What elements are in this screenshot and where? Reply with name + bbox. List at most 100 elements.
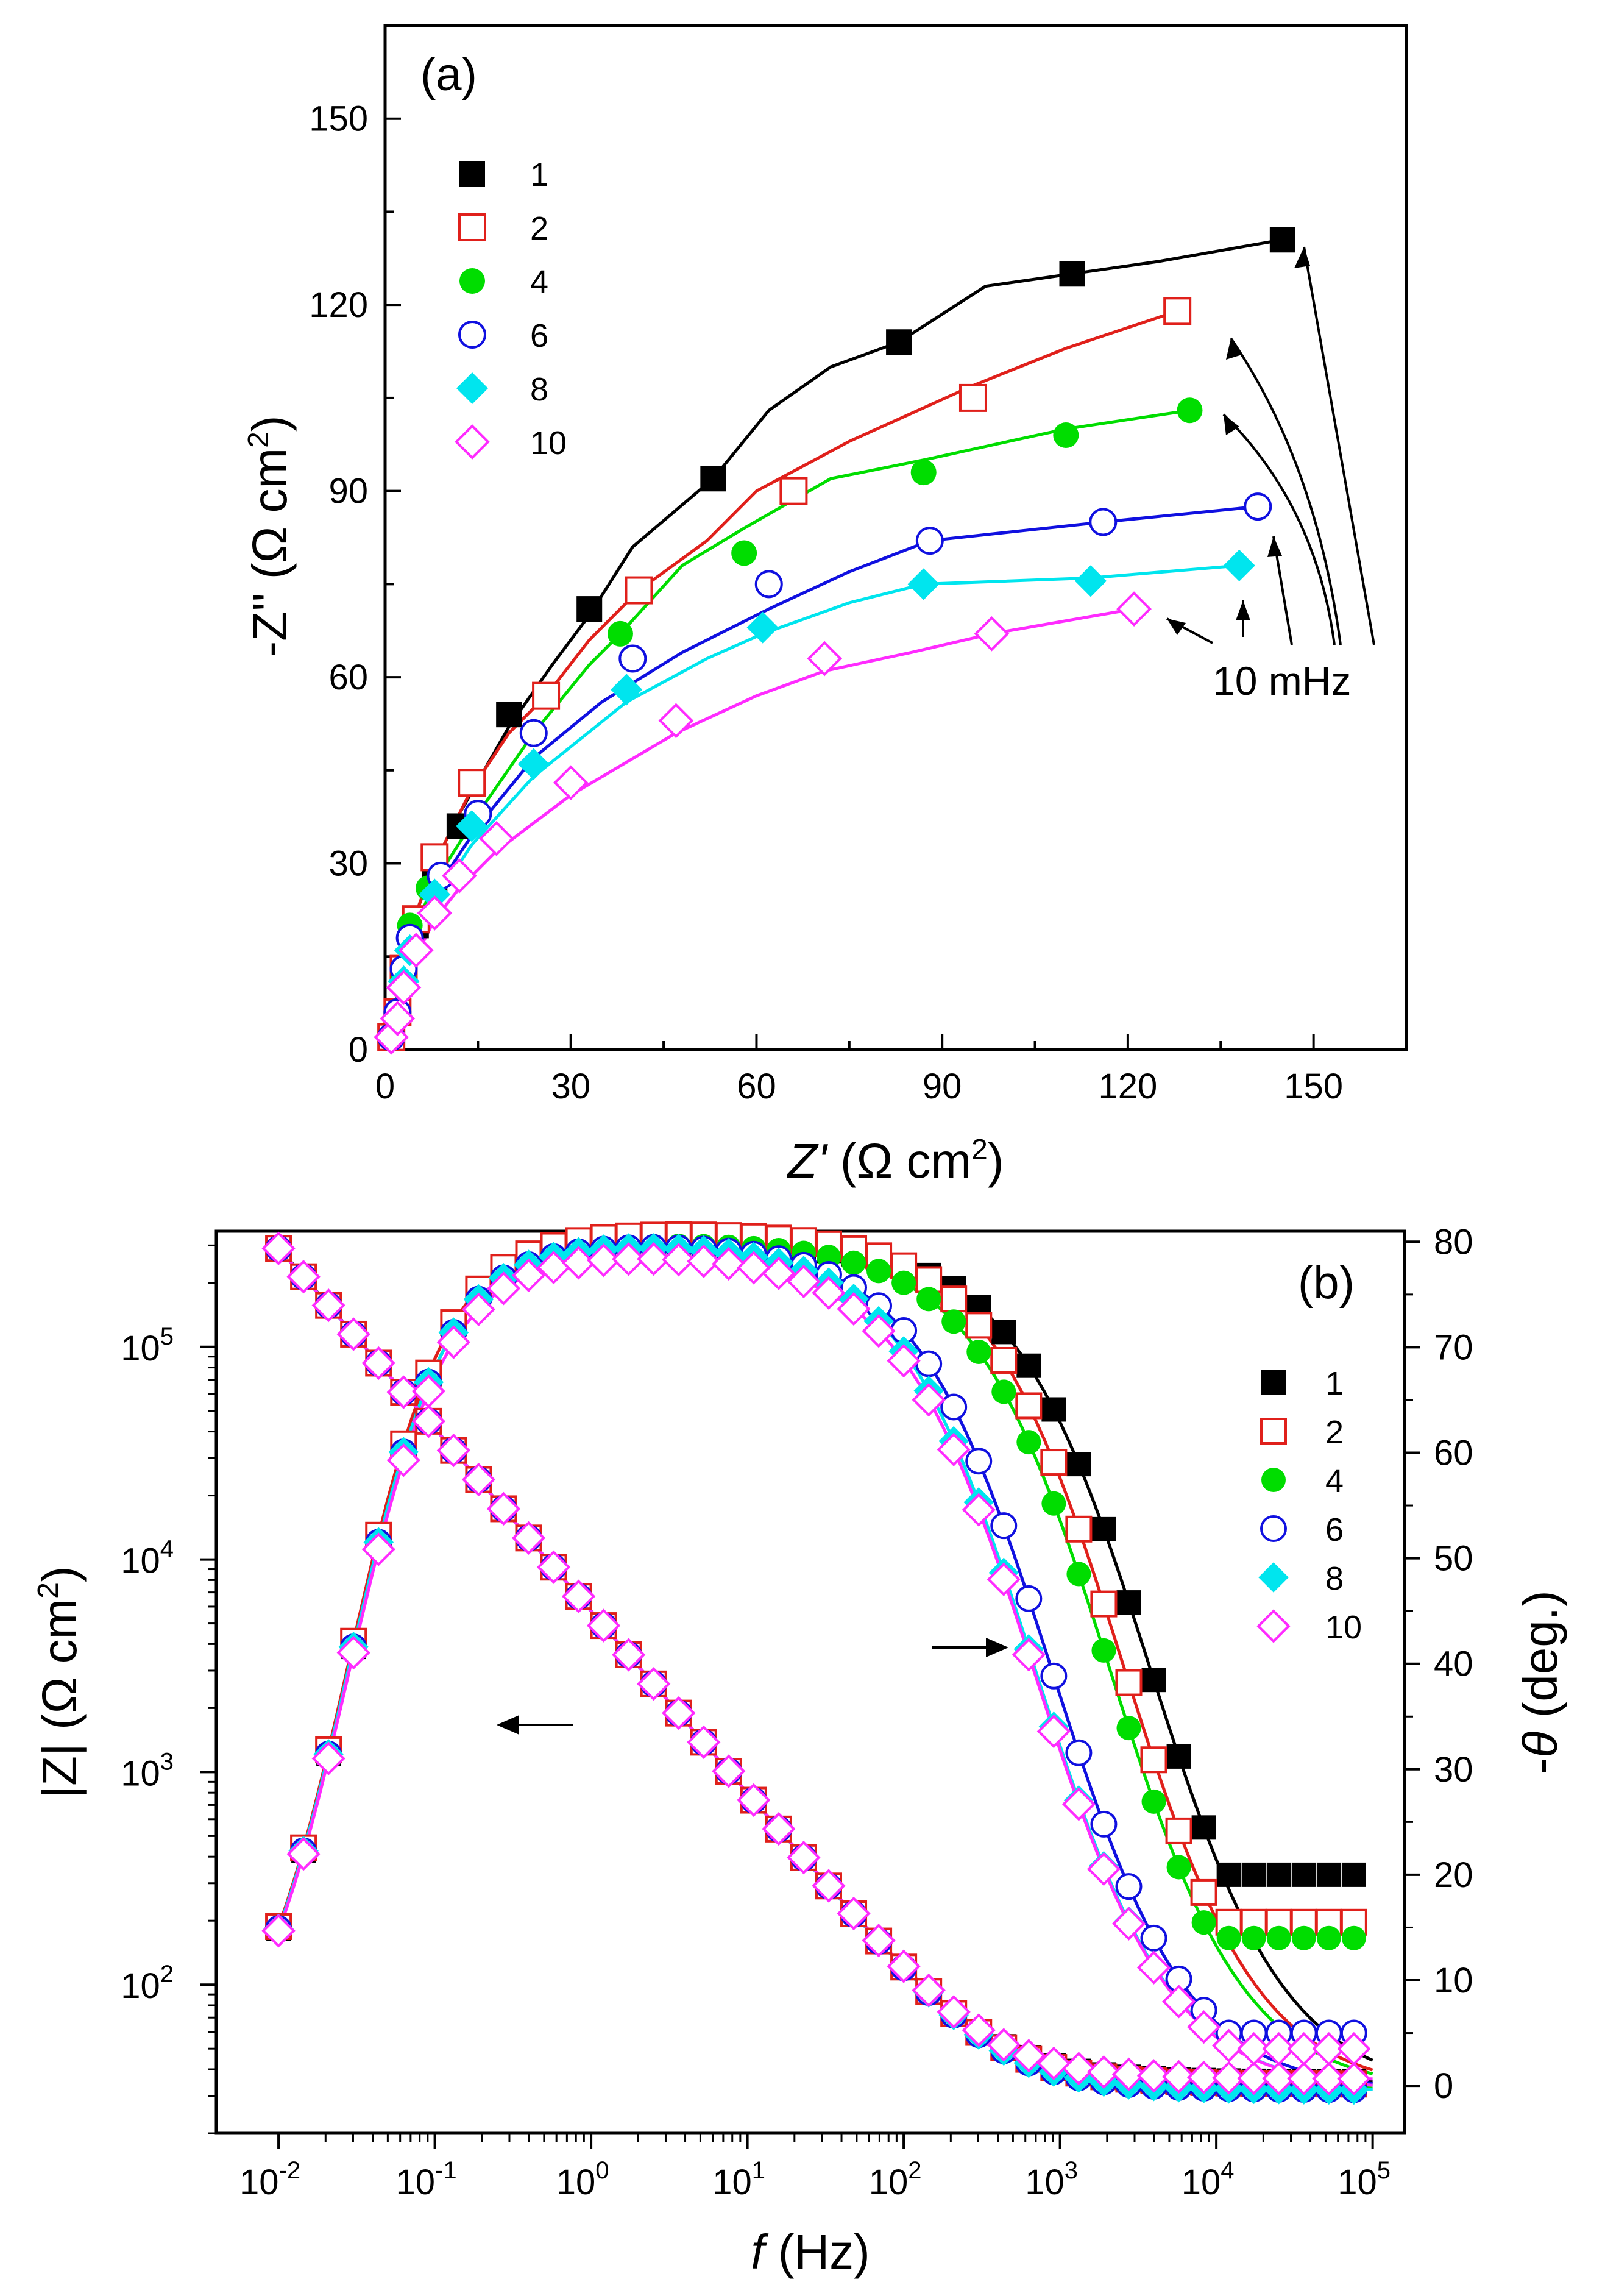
data-point-1 [1059, 261, 1085, 287]
data-point-6 [1244, 492, 1272, 521]
phase-point-1 [991, 1320, 1016, 1345]
modulus-point-10 [1312, 2061, 1346, 2096]
y-tick-label: 103 [121, 1748, 174, 1793]
x-tick-label: 150 [1284, 1067, 1343, 1106]
modulus-point-10 [386, 1375, 420, 1409]
phase-point-10 [1086, 1852, 1121, 1886]
data-point-10 [807, 641, 843, 677]
nyquist-panel: 0 30 60 90 120 150 0 30 60 90 120 150 1 2 4 6 8 10 (a) 1… [243, 24, 1408, 1188]
phase-point-1 [1166, 1744, 1191, 1769]
fit-line-6 [386, 505, 1258, 1050]
phase-point-1 [1266, 1862, 1291, 1887]
phase-point-4 [916, 1287, 941, 1312]
phase-point-4 [1016, 1430, 1041, 1455]
modulus-point-10 [536, 1550, 571, 1584]
data-point-8 [1074, 565, 1107, 597]
legend-label-2: 2 [1325, 1414, 1344, 1451]
arrow-series-4 [1222, 413, 1336, 645]
y-tick-label: 120 [309, 285, 368, 325]
modulus-point-10 [1061, 2052, 1096, 2086]
data-point-10 [398, 933, 434, 968]
modulus-point-10 [1012, 2039, 1046, 2073]
phase-point-2 [1065, 1515, 1093, 1543]
phase-point-4 [1116, 1716, 1141, 1741]
y-tick-label: 90 [328, 472, 368, 511]
phase-point-1 [1316, 1862, 1341, 1887]
y2-tick-label: 20 [1434, 1855, 1473, 1895]
legend-marker-6 [1260, 1515, 1287, 1542]
phase-point-2 [1040, 1449, 1068, 1476]
phase-point-10 [436, 1325, 470, 1359]
legend-label-4: 4 [530, 264, 548, 300]
modulus-fit-2 [277, 1247, 1373, 2086]
data-point-1 [576, 596, 603, 622]
modulus-point-10 [762, 1812, 796, 1846]
phase-point-1 [1066, 1452, 1091, 1477]
modulus-point-10 [1287, 2061, 1321, 2095]
phase-point-10 [762, 1256, 796, 1290]
phase-point-2 [1015, 1392, 1043, 1420]
phase-point-2 [1165, 1817, 1192, 1844]
legend-label-8: 8 [530, 371, 548, 408]
phase-point-1 [1241, 1862, 1266, 1887]
bode-y-axis-title: |Z| (Ω cm2) [32, 1566, 87, 1798]
y2-tick-label: 80 [1434, 1222, 1473, 1262]
data-point-10 [658, 703, 694, 739]
modulus-point-10 [962, 2013, 996, 2047]
data-point-8 [746, 611, 779, 644]
modulus-point-10 [1212, 2061, 1246, 2095]
phase-point-10 [261, 1914, 296, 1948]
legend-marker-10 [1256, 1609, 1291, 1643]
y2-tick-label: 30 [1434, 1750, 1473, 1790]
legend-marker-1 [459, 161, 485, 187]
phase-point-6 [965, 1448, 993, 1475]
phase-point-6 [1115, 1873, 1143, 1900]
phase-point-1 [1091, 1516, 1116, 1541]
modulus-point-10 [361, 1346, 395, 1381]
data-point-10 [386, 970, 422, 1006]
phase-point-4 [991, 1379, 1016, 1404]
x-tick-label: 103 [1025, 2157, 1078, 2202]
phase-fit-1 [277, 1243, 1373, 2062]
phase-point-10 [712, 1246, 746, 1281]
legend-label-6: 6 [1325, 1512, 1344, 1548]
modulus-point-10 [311, 1288, 345, 1323]
y-tick-label: 0 [349, 1030, 368, 1070]
modulus-fit-6 [277, 1247, 1373, 2091]
modulus-point-10 [662, 1696, 696, 1730]
phase-point-2 [1115, 1669, 1143, 1696]
modulus-point-10 [1186, 2060, 1221, 2095]
phase-point-10 [311, 1741, 345, 1775]
fit-line-8 [386, 564, 1239, 1050]
modulus-point-10 [561, 1579, 596, 1613]
phase-point-10 [687, 1244, 721, 1278]
phase-point-1 [1141, 1668, 1166, 1693]
phase-point-4 [1141, 1789, 1166, 1814]
nyquist-annotation-label: 10 mHz [1213, 658, 1351, 703]
phase-point-6 [1015, 1585, 1043, 1612]
phase-point-10 [962, 1493, 996, 1527]
phase-fit-6 [277, 1246, 1373, 2086]
phase-point-10 [411, 1374, 445, 1409]
phase-point-6 [1090, 1810, 1118, 1838]
phase-point-10 [787, 1264, 821, 1299]
data-point-6 [915, 527, 944, 555]
y2-tick-label: 0 [1434, 2066, 1453, 2106]
phase-point-10 [336, 1635, 370, 1670]
phase-point-10 [1036, 1714, 1071, 1749]
legend-marker-6 [458, 321, 486, 349]
arrow-series-1 [1303, 246, 1375, 645]
phase-point-4 [1291, 1925, 1316, 1950]
y2-tick-label: 10 [1434, 1961, 1473, 2000]
data-point-1 [700, 466, 726, 492]
phase-point-10 [461, 1292, 496, 1326]
bode-panel: 10-2 10-1 100 101 102 103 104 10510210310410501… [32, 1221, 1567, 2279]
data-point-10 [974, 616, 1010, 652]
nyquist-plot-frame [383, 24, 1408, 1051]
x-tick-label: 104 [1182, 2157, 1235, 2202]
phase-point-2 [940, 1285, 968, 1313]
phase-point-10 [486, 1271, 521, 1306]
modulus-point-10 [1036, 2046, 1071, 2081]
bode-plot-frame [214, 1229, 1406, 2135]
y2-tick-label: 60 [1434, 1434, 1473, 1473]
